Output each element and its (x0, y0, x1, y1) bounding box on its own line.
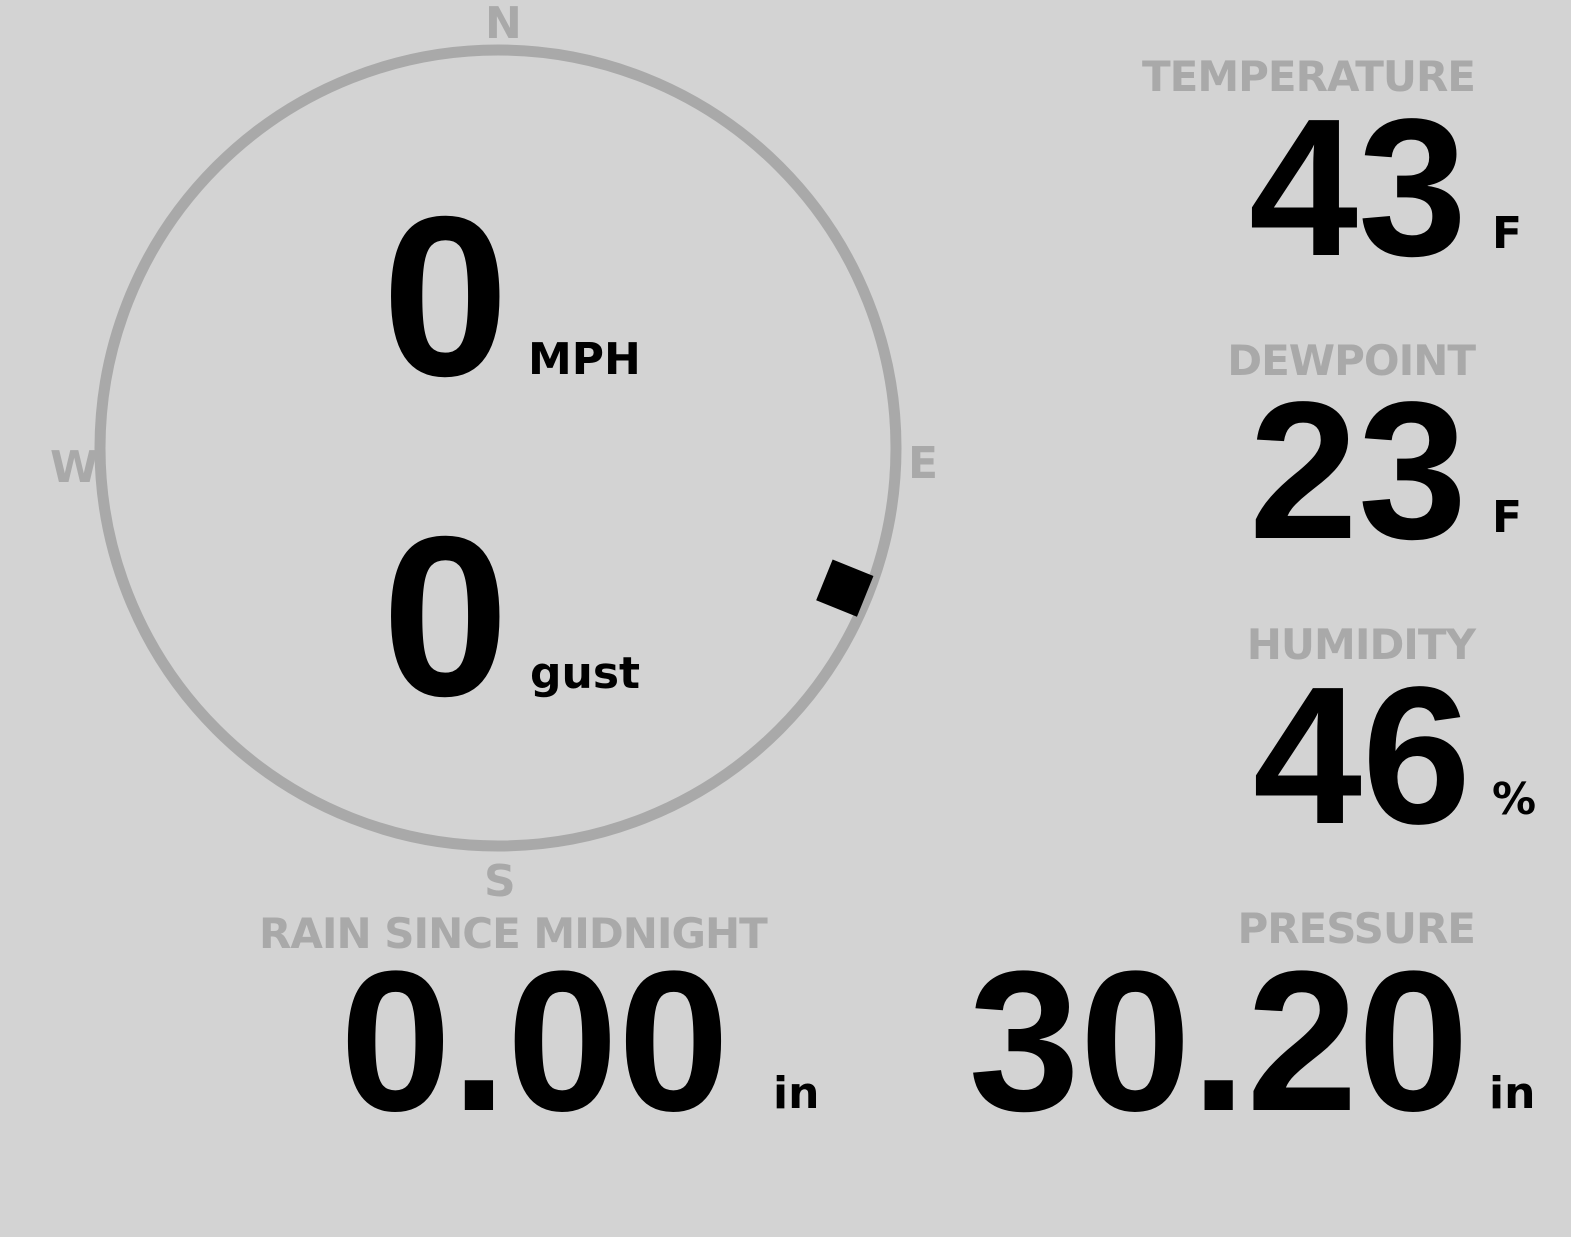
compass-ring (94, 44, 902, 852)
temperature-value: 43 (1248, 78, 1467, 297)
compass-north: N (485, 0, 522, 49)
compass-west: W (50, 442, 99, 493)
temperature-unit: F (1492, 208, 1523, 259)
rain-label: RAIN SINCE MIDNIGHT (259, 909, 768, 958)
temperature-label: TEMPERATURE (1142, 52, 1476, 101)
rain-value: 0.00 (340, 930, 730, 1153)
dewpoint-unit: F (1492, 492, 1523, 543)
compass-east: E (908, 438, 939, 489)
pressure-label: PRESSURE (1237, 904, 1476, 953)
wind-gust-value: 0 (382, 490, 509, 744)
dewpoint-label: DEWPOINT (1227, 336, 1476, 385)
humidity-value: 46 (1252, 646, 1471, 865)
wind-compass (94, 44, 902, 852)
rain-unit: in (773, 1068, 820, 1119)
wind-speed-unit: MPH (528, 334, 641, 385)
humidity-unit: % (1492, 774, 1537, 825)
wind-direction-marker (816, 559, 874, 617)
pressure-unit: in (1489, 1068, 1536, 1119)
pressure-value: 30.20 (968, 930, 1470, 1153)
humidity-label: HUMIDITY (1246, 620, 1476, 669)
dewpoint-value: 23 (1248, 361, 1467, 580)
wind-gust-unit: gust (530, 648, 641, 699)
wind-speed-value: 0 (382, 170, 509, 424)
compass-south: S (484, 856, 516, 907)
